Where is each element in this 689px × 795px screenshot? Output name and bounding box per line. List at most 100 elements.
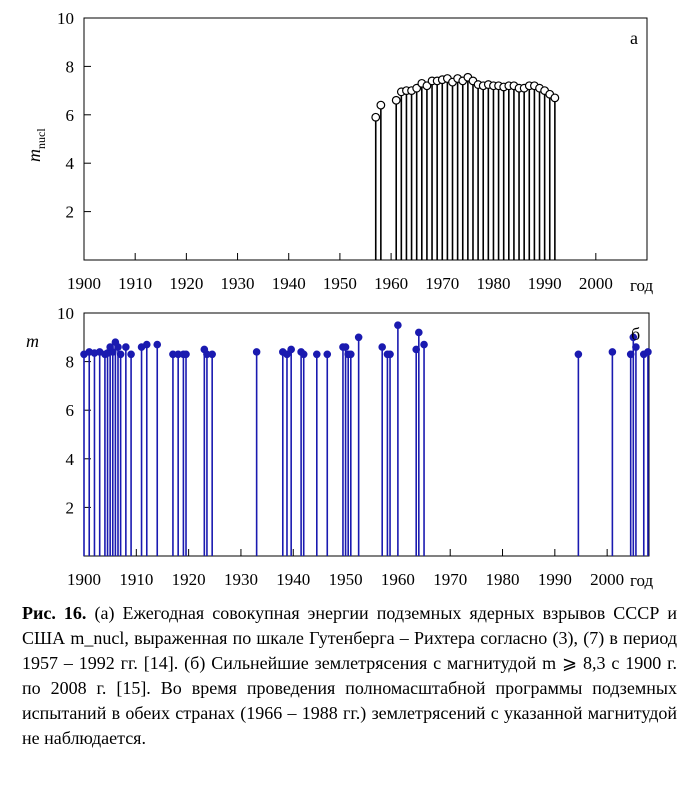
data-point [114,343,122,351]
data-point [354,333,363,342]
data-stem [378,343,386,556]
data-point [153,340,162,349]
panel-b-chart: 2 4 6 8 10 1900 1910 1920 1930 1940 1950 1960 1970 1… [26,304,654,590]
data-stem [386,350,394,556]
panel-b-x-axis-title: год [630,571,654,590]
data-point [299,350,308,359]
data-stem [182,350,190,556]
panel-a-chart: 2 4 6 8 10 1900 1910 1920 1930 1940 1950 1960 1970 1… [24,9,654,295]
data-point [629,333,638,342]
data-point [608,348,617,356]
data-stem [504,81,514,260]
data-stem [574,350,583,556]
data-stem [489,81,498,260]
x-tick-label: 1950 [329,570,363,589]
data-point [283,350,291,359]
x-tick-label: 1990 [538,570,572,589]
panel-a-y-axis-title: mnucl [24,128,48,162]
data-stem [540,86,550,260]
panel-a-x-axis-title: год [630,276,654,295]
data-stem [347,350,355,556]
data-stem [432,76,442,260]
data-stem [458,76,468,260]
data-point [116,350,125,359]
data-stem [550,93,560,260]
data-point [376,100,386,110]
data-stem [422,81,432,260]
data-point [313,350,321,359]
data-point [347,350,355,359]
figure-caption: Рис. 16. (а) Ежегодная совокупная энерги… [22,601,677,751]
data-point [420,340,428,349]
data-point [550,93,560,103]
x-tick-label: 1900 [67,274,101,293]
data-point [122,343,130,351]
data-stem [448,77,457,260]
data-stem [108,348,117,556]
data-point [371,112,381,122]
data-point [323,350,332,359]
data-stem [174,350,182,556]
y-tick-label: 8 [66,353,75,372]
data-stem [402,86,411,260]
data-stem [626,350,635,556]
data-stem [437,75,447,260]
data-stem [376,100,386,260]
data-stem [644,348,652,556]
data-point [632,343,640,351]
data-stem [478,81,488,260]
caption-text: (а) Ежегодная совокупная энергии подземн… [22,603,678,748]
data-point [394,321,402,329]
data-stem [208,350,216,556]
data-point [378,343,386,351]
data-stem [396,87,406,260]
data-point [287,345,295,354]
svg-text:mnucl: mnucl [24,128,48,162]
y-tick-label: 2 [66,498,75,517]
data-stem [412,83,422,260]
data-stem [391,95,401,260]
data-stem [473,80,483,260]
data-stem [483,80,493,260]
data-point [574,350,583,359]
data-stem [545,89,555,260]
data-stem [85,348,94,556]
data-stem [278,348,287,556]
data-stem [535,83,544,260]
x-tick-label: 1940 [276,570,310,589]
figure: 2 4 6 8 10 1900 1910 1920 1930 1940 1950 1960 1970 1… [24,9,654,590]
data-stem [420,340,428,556]
x-tick-label: 1910 [118,274,152,293]
data-stem [313,350,321,556]
data-stem [287,345,295,556]
y-tick-label: 8 [66,57,75,76]
data-stem [427,76,437,260]
data-point [341,343,350,351]
data-stem [169,350,177,556]
data-point [386,350,394,359]
data-stem [509,81,519,260]
data-stem [519,83,529,260]
x-tick-label: 1950 [323,274,357,293]
data-stem [80,350,88,556]
data-stem [354,333,363,556]
y-tick-label: 4 [66,154,75,173]
data-stem [153,340,162,556]
panel-a-letter: а [630,28,638,48]
data-stem [494,81,503,260]
y-tick-label: 4 [66,450,75,469]
panel-a-frame [83,17,648,261]
data-stem [142,340,151,556]
data-stem [299,350,308,556]
data-stem [417,78,427,260]
x-tick-label: 1900 [67,570,101,589]
x-tick-label: 1940 [272,274,306,293]
data-stem [116,350,125,556]
y-tick-label: 6 [66,106,75,125]
x-tick-label: 1980 [476,274,510,293]
x-tick-label: 1920 [169,274,203,293]
data-point [182,350,190,359]
data-stem [122,343,130,556]
data-stem [394,321,402,556]
data-point [208,350,216,359]
